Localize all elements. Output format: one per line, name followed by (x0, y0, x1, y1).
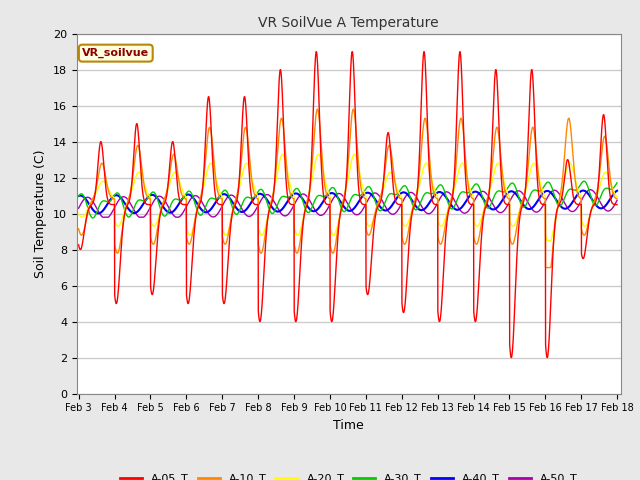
X-axis label: Time: Time (333, 419, 364, 432)
Text: VR_soilvue: VR_soilvue (82, 48, 149, 58)
Y-axis label: Soil Temperature (C): Soil Temperature (C) (35, 149, 47, 278)
Title: VR SoilVue A Temperature: VR SoilVue A Temperature (259, 16, 439, 30)
Legend: A-05_T, A-10_T, A-20_T, A-30_T, A-40_T, A-50_T: A-05_T, A-10_T, A-20_T, A-30_T, A-40_T, … (115, 469, 582, 480)
